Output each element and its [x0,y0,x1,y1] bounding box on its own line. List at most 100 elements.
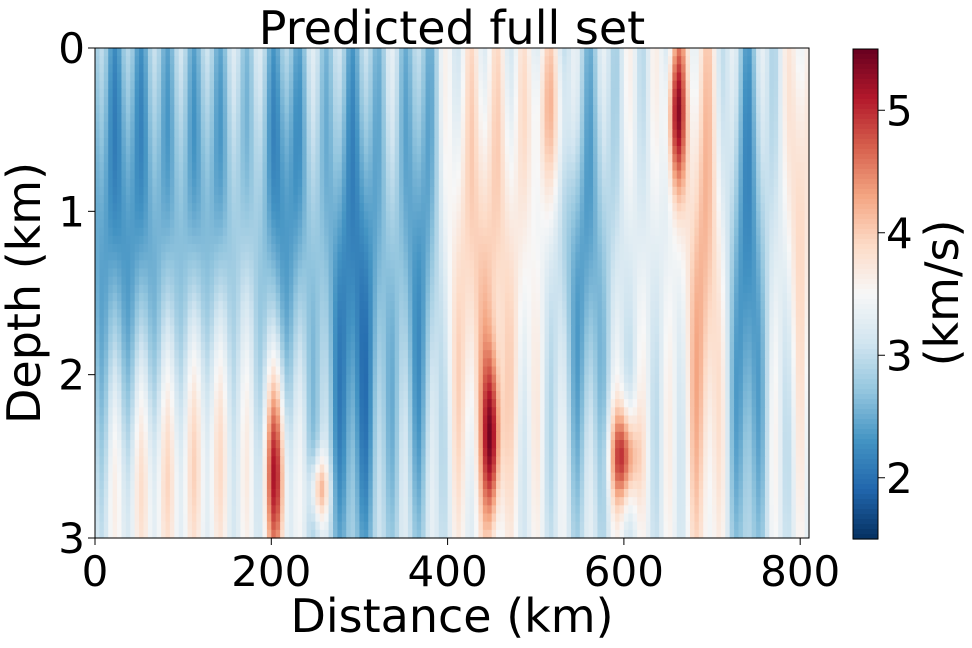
heatmap-cell [526,113,532,123]
heatmap-cell [416,293,422,302]
heatmap-cell [747,203,753,212]
heatmap-cell [297,137,303,147]
heatmap-cell [518,97,524,106]
heatmap-cell [363,105,369,114]
heatmap-cell [500,219,506,229]
heatmap-cell [764,105,770,114]
heatmap-cell [443,244,449,253]
heatmap-cell [412,244,418,253]
heatmap-cell [531,227,537,237]
heatmap-cell [597,56,603,65]
heatmap-cell [152,178,158,188]
heatmap-cell [227,64,233,74]
heatmap-cell [694,80,700,90]
heatmap-cell [178,146,184,155]
heatmap-cell [355,195,361,204]
heatmap-cell [548,260,554,270]
heatmap-cell [429,64,435,74]
heatmap-cell [548,211,554,221]
heatmap-cell [222,48,228,57]
heatmap-cell [786,170,792,180]
heatmap-cell [526,48,532,57]
heatmap-cell [214,146,220,155]
heatmap-cell [764,252,770,261]
heatmap-cell [747,260,753,270]
heatmap-cell [482,48,488,57]
heatmap-cell [275,235,281,245]
heatmap-cell [218,162,224,172]
heatmap-cell [562,170,568,180]
heatmap-cell [663,72,669,82]
heatmap-cell [209,64,215,74]
heatmap-cell [412,64,418,74]
heatmap-cell [756,113,762,123]
heatmap-cell [447,252,453,261]
heatmap-cell [275,195,281,204]
heatmap-cell [694,219,700,229]
heatmap-cell [707,284,713,294]
heatmap-cell [588,284,594,294]
heatmap-cell [205,129,211,139]
heatmap-cell [738,260,744,270]
heatmap-cell [747,137,753,147]
heatmap-cell [645,178,651,188]
heatmap-cell [227,129,233,139]
heatmap-cell [253,137,259,147]
heatmap-cell [791,105,797,114]
heatmap-cell [99,260,105,270]
heatmap-cell [231,203,237,212]
heatmap-cell [518,219,524,229]
heatmap-cell [416,97,422,106]
heatmap-cell [786,252,792,261]
heatmap-cell [522,227,528,237]
heatmap-cell [778,186,784,196]
heatmap-cell [385,211,391,221]
heatmap-cell [637,121,643,131]
heatmap-cell [645,48,651,57]
heatmap-cell [738,72,744,82]
heatmap-cell [134,80,140,90]
heatmap-cell [725,146,731,155]
heatmap-cell [438,146,444,155]
heatmap-cell [734,244,740,253]
heatmap-cell [769,154,775,163]
heatmap-cell [460,227,466,237]
heatmap-cell [429,178,435,188]
heatmap-cell [751,80,757,90]
heatmap-cell [174,121,180,131]
heatmap-cell [482,211,488,221]
heatmap-cell [650,211,656,221]
heatmap-cell [531,268,537,278]
heatmap-cell [703,276,709,286]
heatmap-cell [460,170,466,180]
heatmap-cell [518,276,524,286]
heatmap-cell [310,252,316,261]
heatmap-cell [474,72,480,82]
heatmap-cell [372,284,378,294]
heatmap-cell [557,121,563,131]
heatmap-cell [703,244,709,253]
heatmap-cell [280,48,286,57]
heatmap-cell [108,88,114,98]
heatmap-cell [443,203,449,212]
heatmap-cell [667,178,673,188]
heatmap-cell [178,219,184,229]
heatmap-cell [227,162,233,172]
heatmap-cell [460,260,466,270]
heatmap-cell [288,235,294,245]
heatmap-cell [641,211,647,221]
heatmap-cell [544,97,550,106]
heatmap-cell [672,268,678,278]
heatmap-cell [125,162,131,172]
heatmap-cell [249,88,255,98]
heatmap-cell [121,97,127,106]
heatmap-cell [535,72,541,82]
heatmap-cell [553,64,559,74]
heatmap-cell [738,235,744,245]
heatmap-cell [385,260,391,270]
heatmap-cell [319,56,325,65]
heatmap-cell [310,154,316,163]
heatmap-cell [284,162,290,172]
heatmap-cell [628,235,634,245]
heatmap-cell [720,105,726,114]
